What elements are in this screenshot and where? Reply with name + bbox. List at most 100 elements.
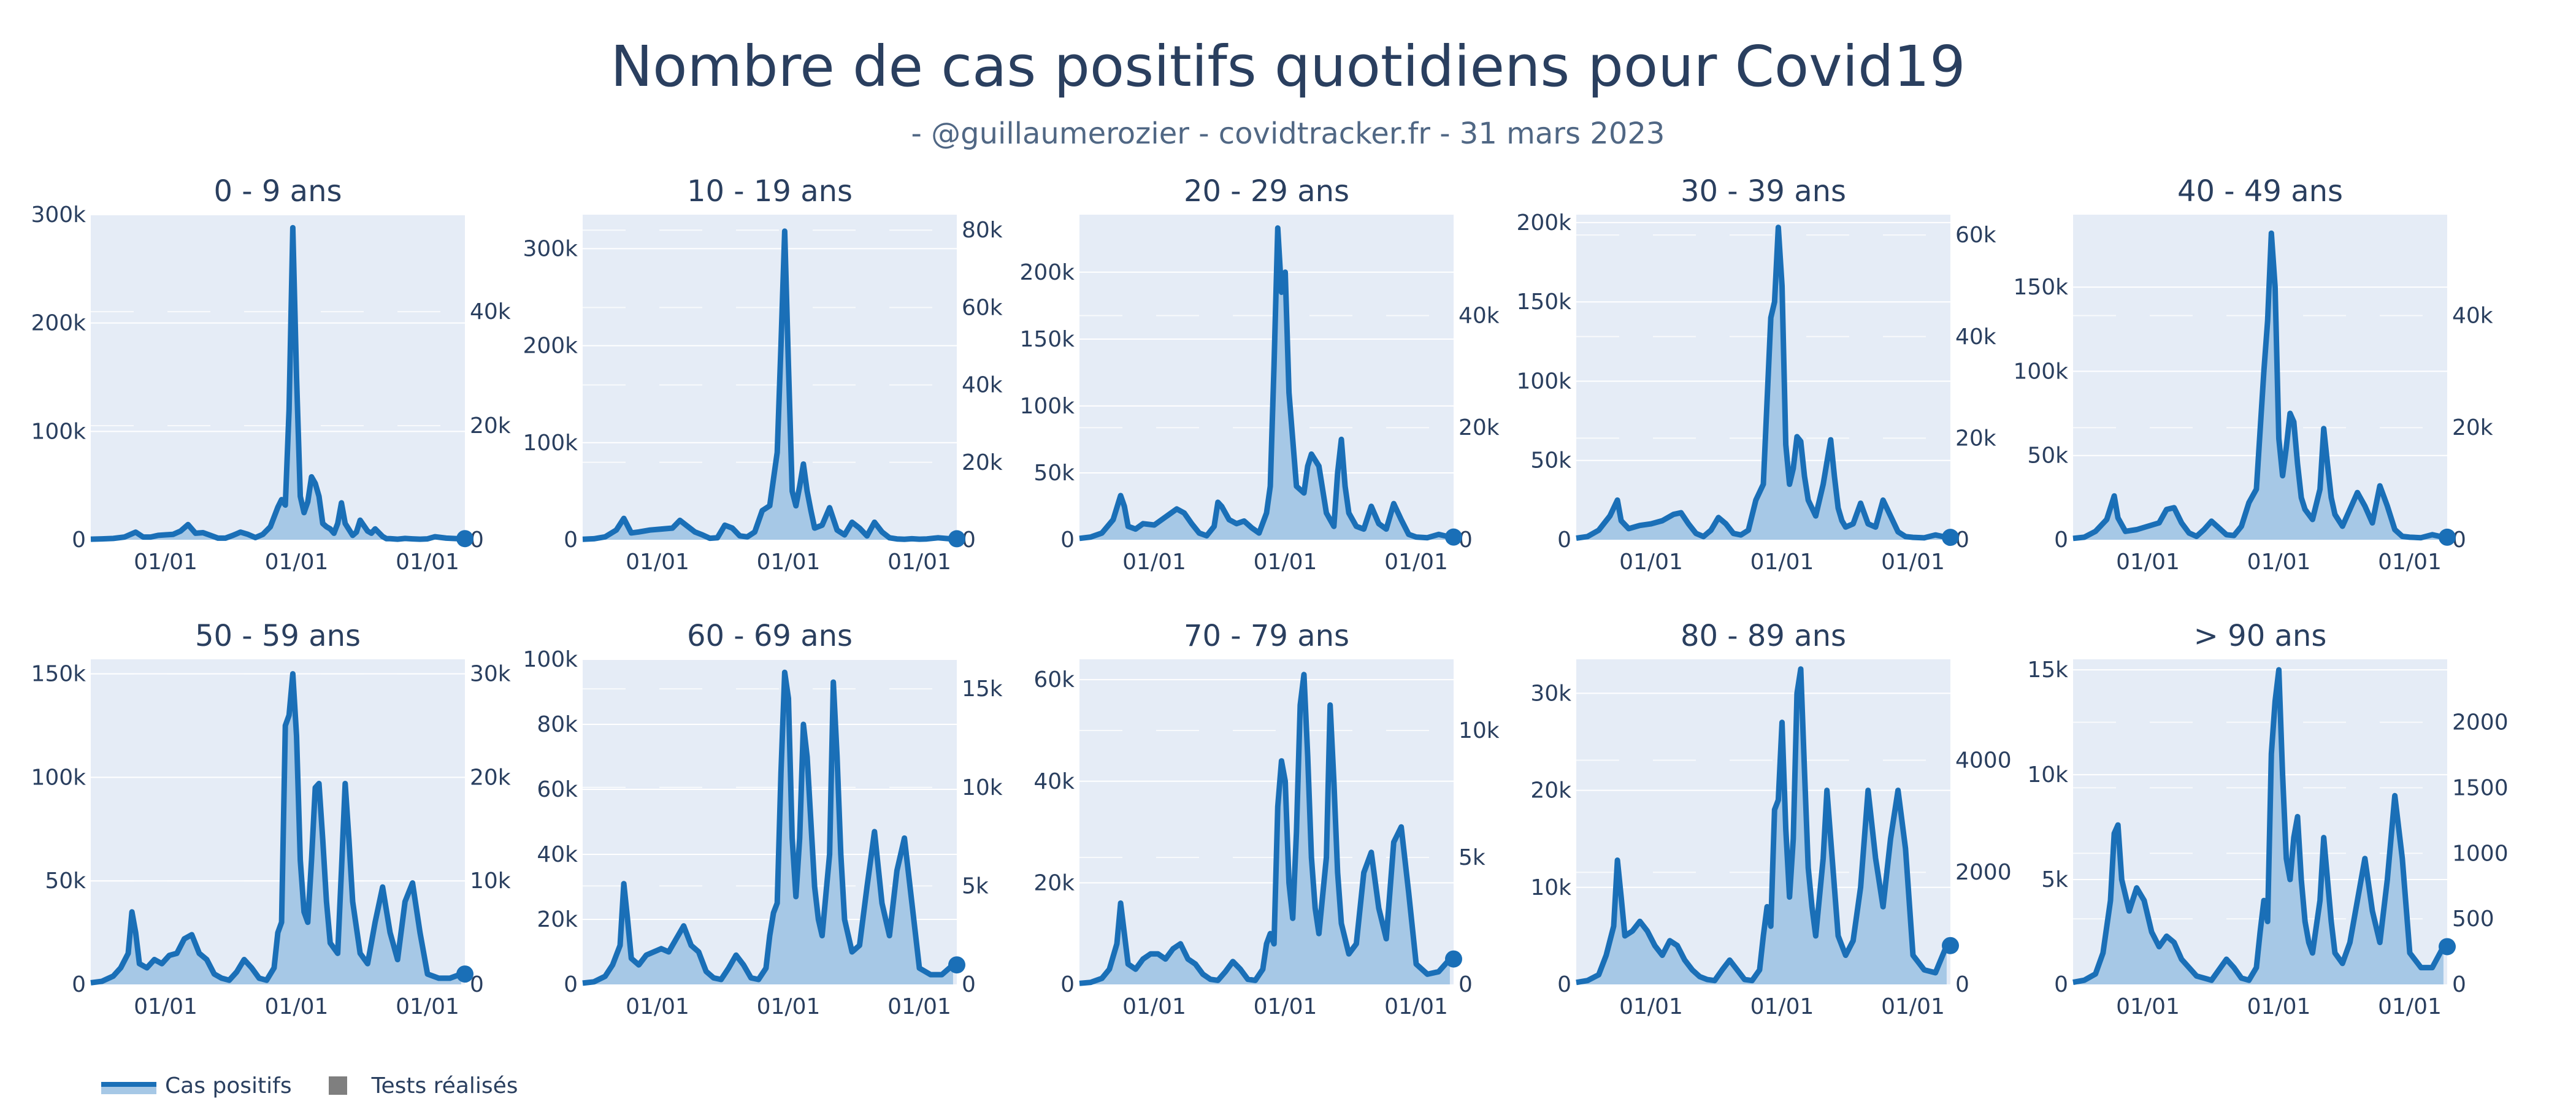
panel-6-x-tick-label: 01/01: [134, 994, 197, 1019]
panel-10-y2-tick-label: 0: [2452, 972, 2466, 997]
panel-1-y2-tick-label: 40k: [470, 299, 511, 324]
panel-2-y2-tick-label: 60k: [962, 295, 1003, 320]
panel-2-x-tick-label: 01/01: [626, 550, 689, 575]
panel-8-y-tick-label: 20k: [1033, 870, 1075, 895]
panel-4-y2-tick-label: 20k: [1955, 426, 1996, 451]
panel-1-plot-area[interactable]: [91, 215, 465, 540]
panel-2-y2-tick-label: 0: [962, 527, 976, 553]
panel-6-y-tick-label: 100k: [31, 765, 86, 790]
panel-4-x-tick-label: 01/01: [1619, 550, 1683, 575]
panel-5-y-tick-label: 0: [2054, 527, 2068, 553]
panel-2-title: 10 - 19 ans: [687, 174, 853, 209]
panel-5-y-tick-label: 150k: [2013, 275, 2068, 300]
legend-item-tests[interactable]: Tests réalisés: [328, 1073, 518, 1098]
panel-6-y-tick-label: 150k: [31, 662, 86, 687]
panel-10-y-tick-label: 0: [2054, 972, 2068, 997]
panel-1-y2-tick-label: 20k: [470, 413, 511, 439]
panel-6-y2-tick-label: 30k: [470, 662, 511, 687]
legend-label-tests: Tests réalisés: [371, 1073, 518, 1098]
panel-5-x-tick-label: 01/01: [2116, 550, 2180, 575]
panel-6-title: 50 - 59 ans: [195, 619, 361, 653]
panel-2-x-tick-label: 01/01: [757, 550, 821, 575]
legend-label-cases: Cas positifs: [165, 1073, 292, 1098]
panel-3-y-tick-label: 100k: [1019, 394, 1075, 419]
panel-7-y-tick-label: 80k: [537, 712, 578, 737]
panel-2-last-value-marker: [948, 530, 965, 548]
panel-5-x-tick-label: 01/01: [2247, 550, 2311, 575]
legend-item-cases[interactable]: Cas positifs: [101, 1073, 292, 1098]
panel-2-y-tick-label: 0: [564, 527, 578, 553]
panel-7-x-tick-label: 01/01: [626, 994, 689, 1019]
panel-8-y2-tick-label: 5k: [1459, 845, 1485, 870]
panel-6-y2-tick-label: 0: [470, 972, 484, 997]
panel-3-y2-tick-label: 40k: [1459, 303, 1500, 328]
panel-1-x-tick-label: 01/01: [396, 550, 459, 575]
panel-9-x-tick-label: 01/01: [1881, 994, 1945, 1019]
panel-10-y-tick-label: 15k: [2027, 657, 2068, 683]
panel-6-y2-tick-label: 20k: [470, 765, 511, 790]
panel-1-y-tick-label: 200k: [31, 311, 86, 336]
panel-9-y2-tick-label: 0: [1955, 972, 1969, 997]
panel-7-title: 60 - 69 ans: [687, 619, 853, 653]
panel-6-y2-tick-label: 10k: [470, 868, 511, 894]
panel-9-x-tick-label: 01/01: [1750, 994, 1814, 1019]
panel-5-y2-tick-label: 20k: [2452, 415, 2493, 440]
panel-7-x-tick-label: 01/01: [757, 994, 821, 1019]
panel-4-y2-tick-label: 60k: [1955, 223, 1996, 248]
panel-7-y2-tick-label: 15k: [962, 677, 1003, 702]
panel-9-y-tick-label: 0: [1557, 972, 1571, 997]
legend: Cas positifs Tests réalisés: [101, 1070, 555, 1101]
panel-1-y-tick-label: 100k: [31, 419, 86, 444]
panel-1-last-value-marker: [456, 530, 473, 548]
panel-4-y-tick-label: 200k: [1516, 210, 1571, 236]
panel-2-y-tick-label: 300k: [523, 236, 578, 261]
panel-10-y-tick-label: 5k: [2041, 867, 2068, 892]
panel-10-title: > 90 ans: [2194, 619, 2327, 653]
chart-title: Nombre de cas positifs quotidiens pour C…: [610, 34, 1966, 99]
panel-4-series-line-cas-positifs: [1576, 224, 1947, 541]
panel-2-series-line-cas-positifs: [582, 228, 950, 542]
panel-8-x-tick-label: 01/01: [1122, 994, 1186, 1019]
panel-7-last-value-marker: [948, 956, 965, 974]
panel-3-x-tick-label: 01/01: [1384, 550, 1448, 575]
panel-4-y-tick-label: 50k: [1530, 448, 1571, 473]
panel-8-y2-tick-label: 10k: [1459, 718, 1500, 743]
panel-8-series-line-cas-positifs: [1079, 672, 1452, 986]
panel-4-x-tick-label: 01/01: [1750, 550, 1814, 575]
panel-1-x-tick-label: 01/01: [134, 550, 197, 575]
panel-9-y2-tick-label: 2000: [1955, 860, 2012, 885]
panel-10-x-tick-label: 01/01: [2247, 994, 2311, 1019]
panel-3-x-tick-label: 01/01: [1254, 550, 1317, 575]
panel-8-last-value-marker: [1445, 950, 1462, 968]
panel-10-y2-tick-label: 500: [2452, 907, 2494, 932]
panel-3-y-tick-label: 150k: [1019, 327, 1075, 352]
panel-3-y-tick-label: 200k: [1019, 260, 1075, 285]
panel-10-y2-tick-label: 1500: [2452, 775, 2509, 800]
panel-3-plot-area[interactable]: [1079, 215, 1454, 540]
panel-9-y-tick-label: 30k: [1530, 681, 1571, 706]
panel-2-plot-area[interactable]: [583, 215, 957, 540]
panel-5-title: 40 - 49 ans: [2177, 174, 2343, 209]
panel-3-title: 20 - 29 ans: [1184, 174, 1349, 209]
panel-1-y-tick-label: 0: [72, 527, 86, 553]
panel-9-y-tick-label: 20k: [1530, 778, 1571, 803]
panel-7-y-tick-label: 100k: [523, 647, 578, 672]
panel-10-series-area-cas-positifs: [2073, 670, 2444, 984]
panel-4-y2-tick-label: 40k: [1955, 324, 1996, 350]
panel-2-x-tick-label: 01/01: [887, 550, 951, 575]
panel-9-series-area-cas-positifs: [1576, 669, 1947, 984]
panel-8-x-tick-label: 01/01: [1254, 994, 1317, 1019]
panel-9-x-tick-label: 01/01: [1619, 994, 1683, 1019]
panel-3-y2-tick-label: 0: [1459, 527, 1473, 553]
panel-2-y2-tick-label: 40k: [962, 373, 1003, 398]
panel-7-y-tick-label: 20k: [537, 907, 578, 932]
legend-swatch-cases: [101, 1077, 156, 1094]
panel-9-y2-tick-label: 4000: [1955, 748, 2012, 773]
chart-subtitle: - @guillaumerozier - covidtracker.fr - 3…: [911, 117, 1665, 151]
panel-10-x-tick-label: 01/01: [2116, 994, 2180, 1019]
panel-4-y-tick-label: 100k: [1516, 369, 1571, 394]
panel-7-y2-tick-label: 10k: [962, 775, 1003, 800]
panel-7-y2-tick-label: 5k: [962, 873, 989, 899]
panel-10-y2-tick-label: 2000: [2452, 710, 2509, 735]
panel-7-y2-tick-label: 0: [962, 972, 976, 997]
